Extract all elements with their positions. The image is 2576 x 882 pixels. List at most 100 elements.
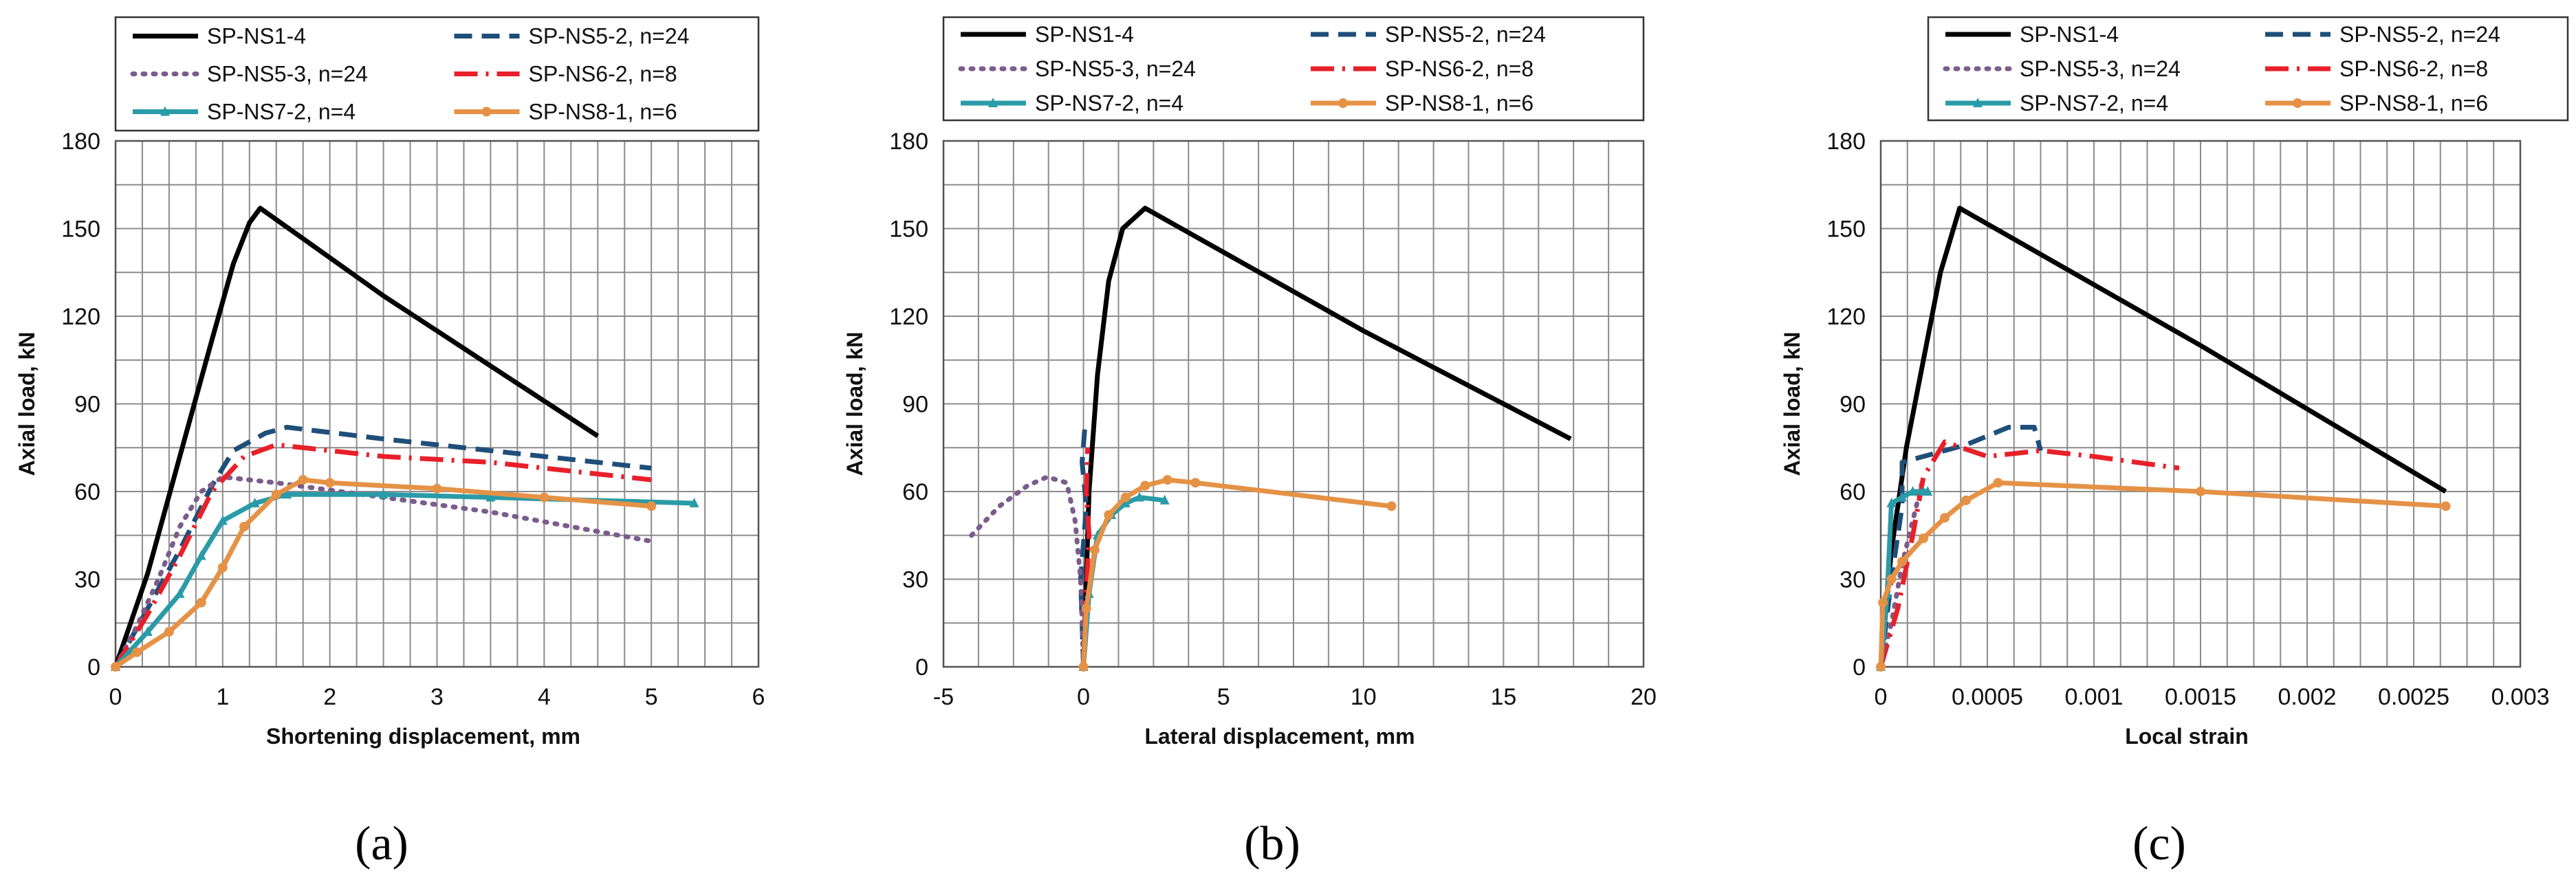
y-tick-label: 90: [1840, 392, 1866, 418]
series-line-sp-ns1-4: [1081, 206, 1572, 668]
series-line-sp-ns8-1: [114, 477, 652, 669]
x-tick-label: 4: [538, 684, 551, 710]
y-tick-label: 180: [889, 129, 928, 155]
x-tick-label: 0: [1875, 684, 1888, 710]
series-point-sp-ns7-2: [282, 489, 292, 499]
legend-label-sp-ns1-4: SP-NS1-4: [1035, 22, 1134, 47]
series-group: [1876, 206, 2451, 672]
series-point-sp-ns7-2: [1886, 498, 1897, 507]
series-point-sp-ns8-1: [1078, 662, 1089, 672]
series-point-sp-ns8-1: [1878, 597, 1888, 608]
series-line-sp-ns8-1: [1878, 480, 2446, 668]
x-tick-label: 0.0005: [1952, 684, 2023, 710]
y-tick-label: 120: [1826, 304, 1866, 330]
x-tick-label: 15: [1490, 684, 1516, 710]
series-point-sp-ns7-2: [378, 489, 389, 499]
plot-frame: [1879, 140, 2522, 668]
x-tick-label: 0.002: [2278, 684, 2336, 710]
series-point-sp-ns8-1: [2441, 501, 2451, 511]
legend: SP-NS1-4 SP-NS5-2, n=24 SP-NS5-3, n=24 SP-N…: [114, 16, 760, 132]
series-point-sp-ns8-1: [1386, 501, 1397, 511]
series-line-sp-ns1-4: [1878, 206, 2447, 668]
series-point-sp-ns8-1: [298, 475, 308, 485]
y-tick-label: 0: [87, 654, 100, 681]
legend-label-sp-ns7-2: SP-NS7-2, n=4: [2020, 91, 2168, 115]
y-tick-label: 150: [1826, 217, 1866, 243]
x-tick-label: 2: [323, 684, 336, 710]
legend-marker-sp-ns8-1: [1338, 98, 1348, 108]
series-point-sp-ns7-2: [689, 498, 699, 507]
y-tick-label: 180: [1826, 129, 1866, 155]
legend-label-sp-ns7-2: SP-NS7-2, n=4: [207, 100, 356, 124]
legend-marker-sp-ns8-1: [2293, 98, 2302, 108]
series-point-sp-ns8-1: [1961, 495, 1971, 505]
x-tick-label: 5: [1217, 684, 1230, 710]
y-tick-label: 60: [74, 479, 100, 505]
series-point-sp-ns8-1: [1993, 478, 2003, 488]
series-point-sp-ns8-1: [646, 501, 657, 511]
series-point-sp-ns8-1: [1886, 574, 1897, 584]
series-point-sp-ns8-1: [2196, 487, 2205, 496]
y-tick-label: 150: [889, 217, 928, 243]
legend-label-sp-ns6-2: SP-NS6-2, n=8: [529, 62, 677, 87]
y-tick-label: 180: [61, 129, 100, 155]
x-axis-label: Shortening displacement, mm: [266, 724, 580, 749]
legend-label-sp-ns5-3: SP-NS5-3, n=24: [207, 62, 368, 87]
x-tick-label: 3: [430, 684, 444, 710]
plot-frame: [942, 140, 1645, 668]
legend-marker-sp-ns7-2: [988, 98, 998, 107]
series-line-sp-ns5-2: [113, 425, 652, 668]
series-point-sp-ns8-1: [1876, 662, 1886, 672]
y-tick-label: 120: [889, 304, 928, 330]
series-point-sp-ns7-2: [485, 492, 496, 502]
series-point-sp-ns7-2: [1159, 494, 1170, 505]
legend-label-sp-ns6-2: SP-NS6-2, n=8: [2339, 56, 2488, 81]
x-tick-label: 0.003: [2491, 684, 2549, 710]
series-point-sp-ns8-1: [196, 597, 206, 608]
y-axis-label: Axial load, kN: [842, 332, 867, 476]
series-line-sp-ns6-2: [1878, 439, 2180, 668]
series-point-sp-ns8-1: [132, 647, 142, 657]
x-tick-label: -5: [933, 684, 954, 710]
legend-box: [114, 16, 760, 132]
x-tick-label: 0.0015: [2165, 684, 2236, 710]
y-tick-label: 60: [902, 479, 928, 505]
series-point-sp-ns7-2: [1120, 498, 1131, 507]
series-point-sp-ns7-2: [196, 550, 206, 560]
series-line-sp-ns1-4: [113, 206, 600, 668]
series-point-sp-ns7-2: [1923, 486, 1933, 496]
panel-label: (c): [2132, 817, 2186, 870]
panel-label: (a): [355, 817, 408, 870]
y-tick-label: 150: [61, 217, 100, 243]
y-tick-label: 60: [1840, 479, 1866, 505]
series-group: [111, 206, 699, 672]
series-point-sp-ns8-1: [1104, 510, 1114, 520]
y-tick-label: 30: [902, 567, 928, 593]
legend-label-sp-ns1-4: SP-NS1-4: [2020, 22, 2119, 47]
series-point-sp-ns8-1: [432, 483, 442, 494]
y-tick-label: 120: [61, 304, 100, 330]
series-point-sp-ns8-1: [1081, 604, 1091, 613]
legend-label-sp-ns5-2: SP-NS5-2, n=24: [1385, 22, 1546, 47]
x-axis-label: Lateral displacement, mm: [1144, 724, 1415, 749]
legend-label-sp-ns5-2: SP-NS5-2, n=24: [2339, 22, 2500, 47]
grid: [943, 140, 1644, 668]
legend-label-sp-ns8-1: SP-NS8-1, n=6: [1385, 91, 1533, 115]
y-axis-label: Axial load, kN: [14, 332, 39, 476]
series-point-sp-ns8-1: [539, 492, 549, 503]
series-point-sp-ns8-1: [217, 562, 228, 573]
y-tick-label: 0: [1853, 654, 1866, 681]
series-point-sp-ns8-1: [1897, 557, 1907, 566]
y-tick-label: 30: [74, 567, 100, 593]
series-point-sp-ns8-1: [1162, 475, 1172, 485]
series-point-sp-ns8-1: [325, 478, 335, 488]
series-point-sp-ns8-1: [164, 627, 174, 637]
series-point-sp-ns7-2: [142, 626, 153, 636]
plot-frame: [114, 140, 760, 668]
series-point-sp-ns8-1: [1190, 478, 1201, 488]
chart-panel-c: 0 0.0005 0.001 0.0015 0.002 0.0025 0.003 0 30 60 9…: [1780, 16, 2569, 870]
y-tick-label: 0: [915, 654, 928, 681]
x-tick-label: 0.0025: [2378, 684, 2449, 710]
legend-label-sp-ns5-3: SP-NS5-3, n=24: [2020, 56, 2181, 81]
